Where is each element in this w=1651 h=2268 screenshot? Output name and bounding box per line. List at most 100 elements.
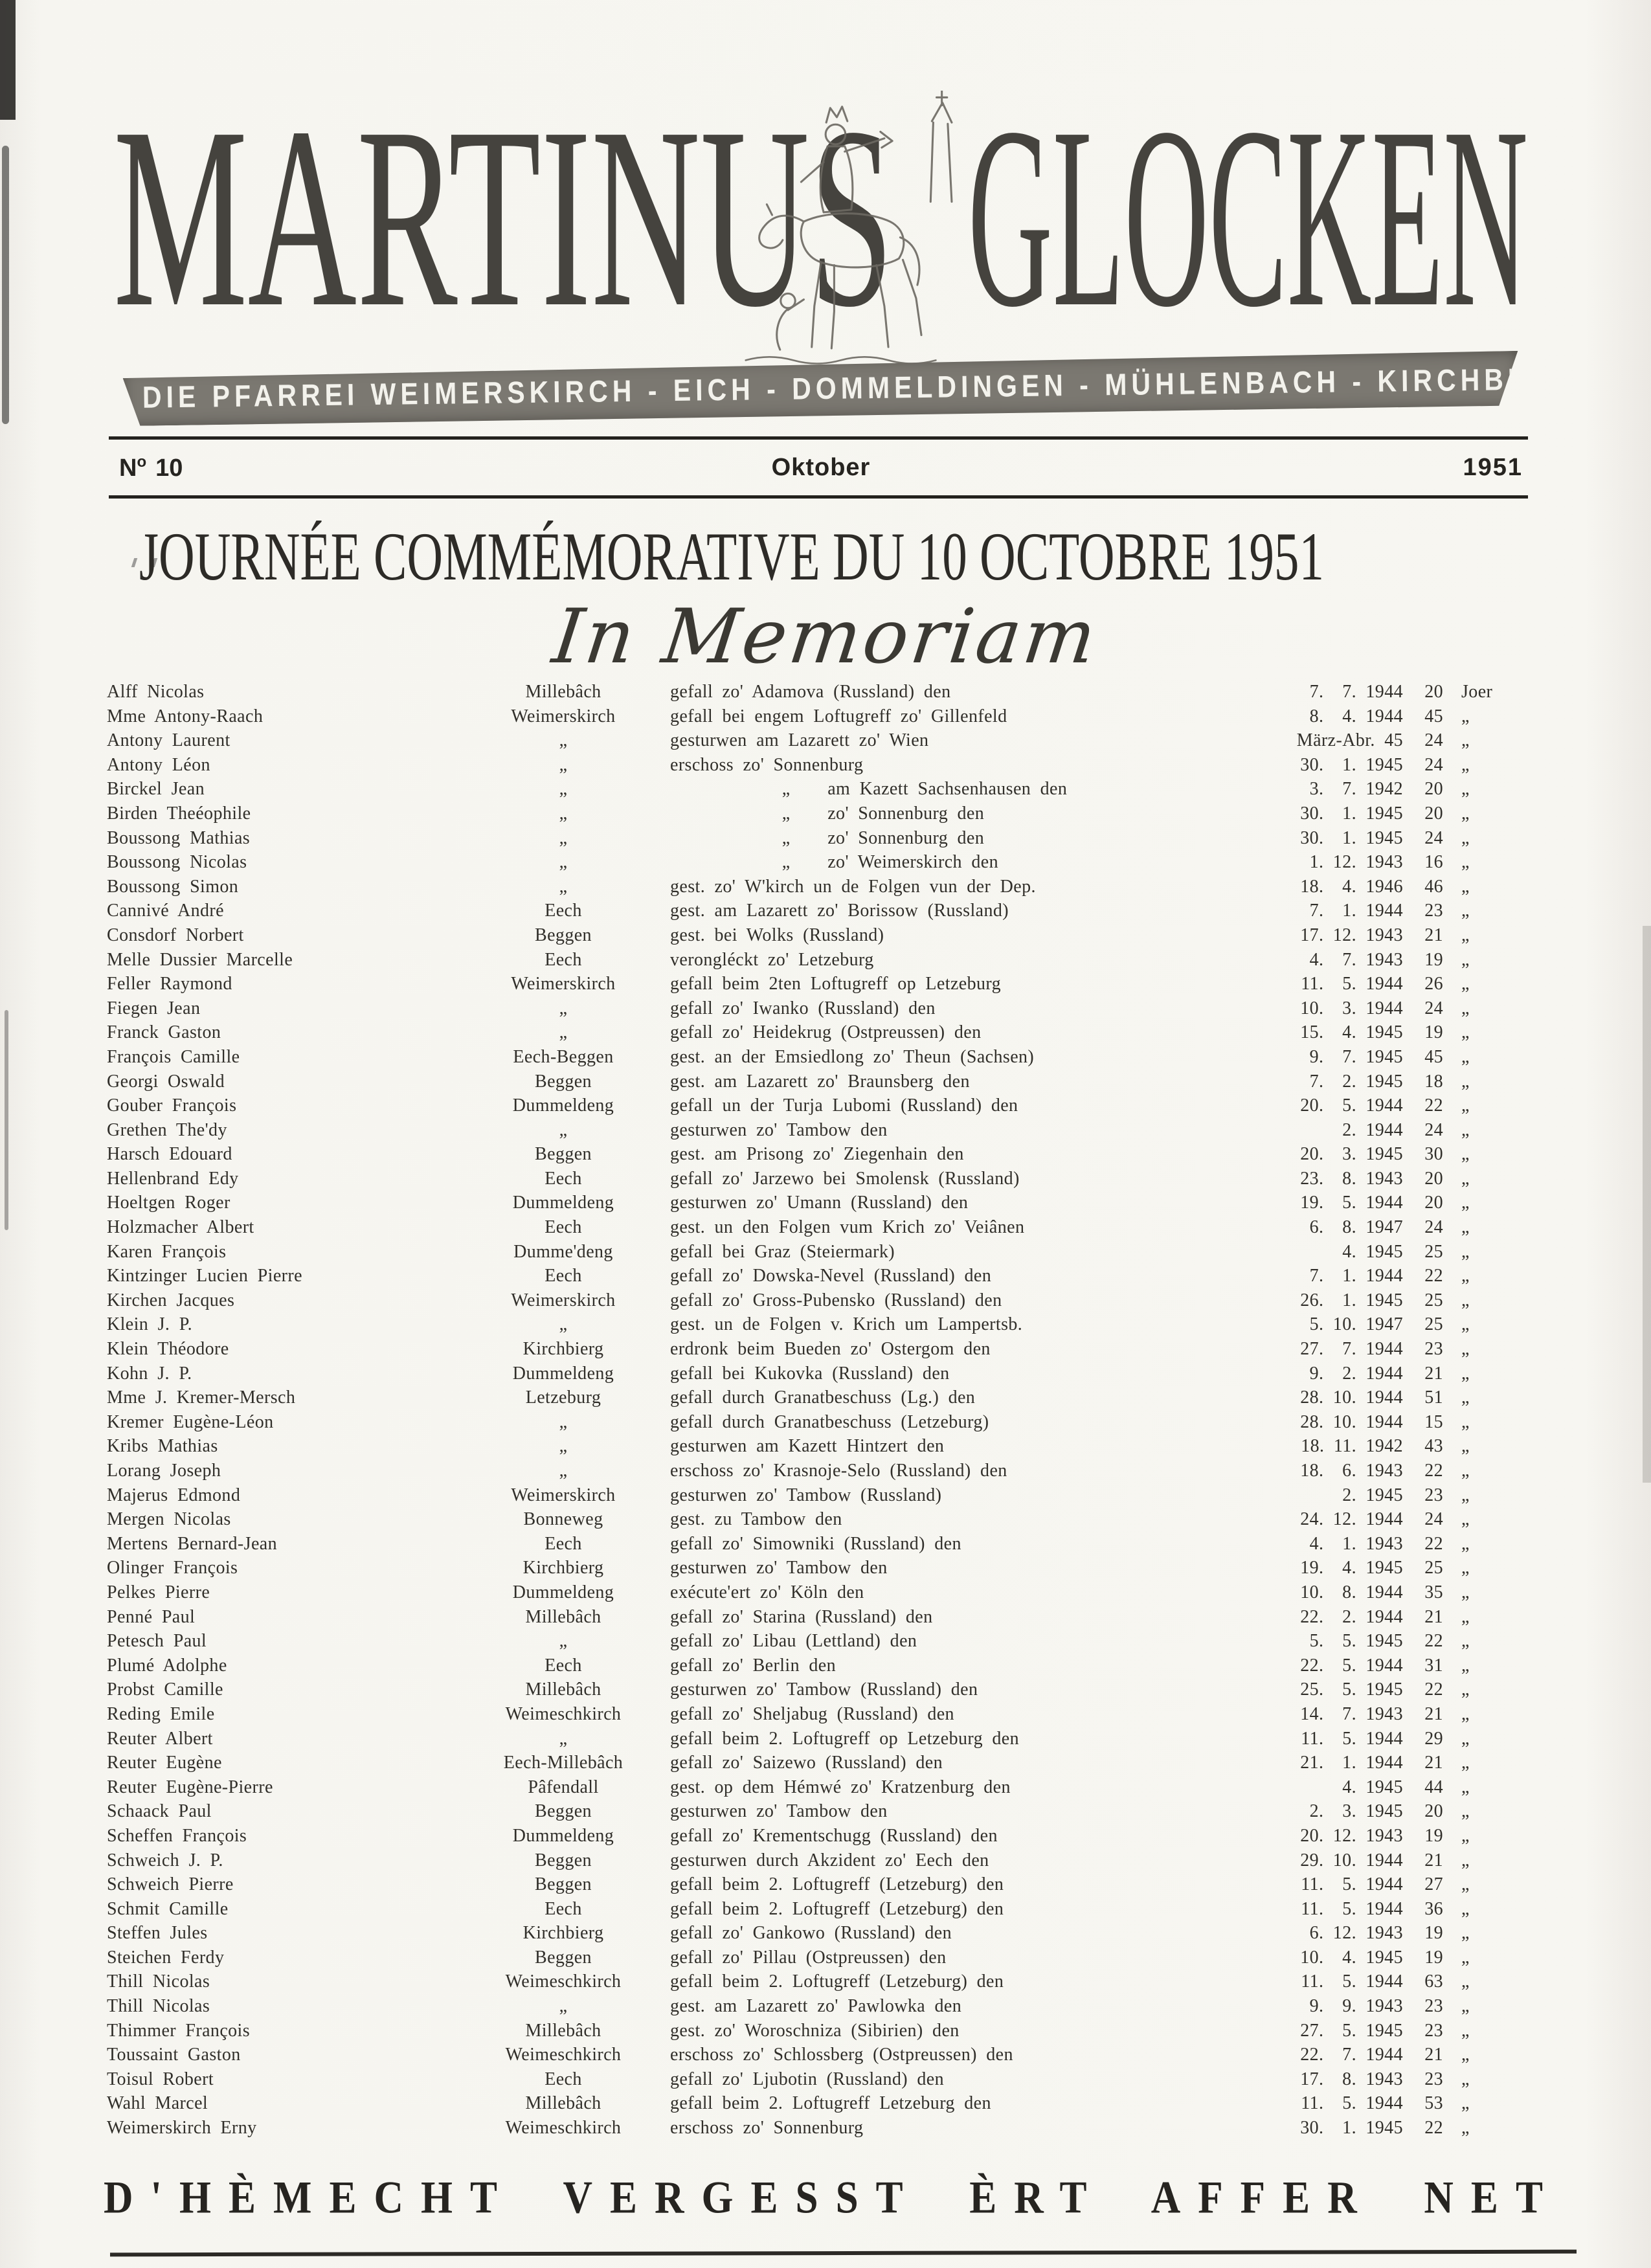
age-unit: „ bbox=[1461, 1923, 1470, 1944]
age-unit: Joer bbox=[1461, 682, 1493, 702]
age-unit: „ bbox=[1461, 1193, 1470, 1213]
age-unit: „ bbox=[1461, 2069, 1470, 2089]
age-unit: „ bbox=[1461, 2093, 1470, 2114]
death-age: 22 bbox=[1424, 1631, 1443, 1652]
age-unit: „ bbox=[1461, 2118, 1470, 2139]
death-date: 11. 5. 1944 bbox=[1301, 1971, 1403, 1992]
victim-fate: gefall zo' Iwanko (Russland) den bbox=[670, 998, 936, 1018]
memorial-row: Thill Nicolas „ gest. am Lazarett zo' Pa… bbox=[107, 1994, 1505, 2019]
victim-name: Kribs Mathias bbox=[107, 1436, 218, 1457]
victim-fate: gesturwen zo' Tambow den bbox=[670, 1801, 888, 1822]
memorial-row: Reuter Eugène Eech-Millebâch gefall zo' … bbox=[107, 1751, 1505, 1775]
victim-fate: erschoss zo' Sonnenburg bbox=[670, 2118, 864, 2139]
victim-name: Scheffen François bbox=[107, 1825, 247, 1846]
death-date: 24. 12. 1944 bbox=[1300, 1509, 1403, 1530]
victim-parish: Letzeburg bbox=[525, 1387, 601, 1408]
memorial-row: François Camille Eech-Beggen gest. an de… bbox=[107, 1045, 1505, 1070]
victim-name: Schmit Camille bbox=[107, 1898, 229, 1919]
victim-parish: Weimeschkirch bbox=[505, 2118, 622, 2139]
victim-fate: gefall zo' Gross-Pubensko (Russland) den bbox=[670, 1290, 1002, 1310]
memorial-row: Hoeltgen Roger Dummeldeng gesturwen zo' … bbox=[107, 1191, 1505, 1215]
age-unit: „ bbox=[1461, 1071, 1470, 1092]
age-unit: „ bbox=[1461, 1728, 1470, 1749]
memorial-row: Majerus Edmond Weimerskirch gesturwen zo… bbox=[107, 1483, 1505, 1508]
age-unit: „ bbox=[1461, 1850, 1470, 1870]
death-age: 16 bbox=[1424, 852, 1443, 873]
age-unit: „ bbox=[1461, 925, 1470, 945]
death-date: 21. 1. 1944 bbox=[1300, 1753, 1403, 1773]
victim-fate: gefall zo' Berlin den bbox=[670, 1655, 837, 1676]
victim-fate: gefall zo' Heidekrug (Ostpreussen) den bbox=[670, 1022, 982, 1043]
memorial-row: Holzmacher Albert Eech gest. un den Folg… bbox=[107, 1215, 1505, 1240]
death-age: 31 bbox=[1424, 1655, 1443, 1676]
death-date: 11. 5. 1944 bbox=[1301, 2093, 1403, 2114]
death-date: 4. 7. 1943 bbox=[1309, 949, 1403, 970]
victim-fate: gest. am Lazarett zo' Borissow (Russland… bbox=[670, 901, 1009, 921]
death-age: 30 bbox=[1424, 1144, 1443, 1165]
memorial-row: Plumé Adolphe Eech gefall zo' Berlin den… bbox=[107, 1654, 1505, 1678]
death-age: 24 bbox=[1424, 754, 1443, 775]
victim-name: Kohn J. P. bbox=[107, 1363, 192, 1384]
victim-name: Schweich Pierre bbox=[107, 1874, 234, 1895]
age-unit: „ bbox=[1461, 779, 1470, 800]
victim-fate: gefall zo' Krementschugg (Russland) den bbox=[670, 1825, 998, 1846]
victim-parish: Kirchbierg bbox=[522, 1923, 604, 1944]
death-age: 19 bbox=[1424, 1825, 1443, 1846]
victim-name: Kremer Eugène-Léon bbox=[107, 1411, 274, 1432]
death-age: 22 bbox=[1424, 1461, 1443, 1481]
age-unit: „ bbox=[1461, 1314, 1470, 1335]
death-age: 21 bbox=[1424, 925, 1443, 945]
victim-fate: gest. un de Folgen v. Krich um Lampertsb… bbox=[670, 1314, 1023, 1335]
death-date: 29. 10. 1944 bbox=[1300, 1850, 1403, 1870]
memorial-row: Probst Camille Millebâch gesturwen zo' T… bbox=[107, 1678, 1505, 1702]
victim-parish: Kirchbierg bbox=[522, 1339, 604, 1360]
victim-fate: exécute'ert zo' Köln den bbox=[670, 1582, 864, 1602]
victim-fate: gesturwen zo' Umann (Russland) den bbox=[670, 1193, 969, 1213]
masthead: MARTINUS GLOCKEN bbox=[113, 74, 1538, 431]
victim-fate: gefall beim 2ten Loftugreff op Letzeburg bbox=[670, 974, 1002, 994]
age-unit: „ bbox=[1461, 1898, 1470, 1919]
age-unit: „ bbox=[1461, 949, 1470, 970]
death-age: 23 bbox=[1424, 1339, 1443, 1360]
commemoration-title: JOURNÉE COMMÉMORATIVE DU 10 OCTOBRE 1951 bbox=[113, 513, 1538, 600]
death-date: 10. 8. 1944 bbox=[1300, 1582, 1403, 1602]
victim-name: Boussong Nicolas bbox=[107, 852, 247, 873]
memorial-row: Reuter Albert „ gefall beim 2. Loftugref… bbox=[107, 1727, 1505, 1751]
memorial-row: Boussong Nicolas „ „ zo' Weimerskirch de… bbox=[107, 850, 1505, 875]
victim-name: Pelkes Pierre bbox=[107, 1582, 210, 1602]
victim-fate: gefall un der Turja Lubomi (Russland) de… bbox=[670, 1095, 1018, 1116]
memorial-row: Schaack Paul Beggen gesturwen zo' Tambow… bbox=[107, 1799, 1505, 1824]
memorial-row: Weimerskirch Erny Weimeschkirch erschoss… bbox=[107, 2116, 1505, 2140]
victim-name: Wahl Marcel bbox=[107, 2093, 208, 2114]
victim-fate: gesturwen zo' Tambow (Russland) bbox=[670, 1485, 942, 1505]
memorial-row: Boussong Mathias „ „ zo' Sonnenburg den … bbox=[107, 826, 1505, 851]
commemoration-title-text: JOURNÉE COMMÉMORATIVE DU 10 OCTOBRE 1951 bbox=[139, 519, 1324, 594]
death-date: 27. 5. 1945 bbox=[1300, 2020, 1403, 2041]
death-date: 22. 7. 1944 bbox=[1300, 2045, 1403, 2065]
age-unit: „ bbox=[1461, 803, 1470, 824]
death-age: 44 bbox=[1424, 1777, 1443, 1797]
memorial-list: Alff Nicolas Millebâch gefall zo' Adamov… bbox=[107, 680, 1505, 2140]
victim-name: Holzmacher Albert bbox=[107, 1217, 254, 1238]
victim-name: Steichen Ferdy bbox=[107, 1947, 225, 1968]
death-age: 45 bbox=[1424, 706, 1443, 726]
victim-fate: gefall bei Kukovka (Russland) den bbox=[670, 1363, 950, 1384]
death-age: 23 bbox=[1424, 2069, 1443, 2089]
death-date: 11. 5. 1944 bbox=[1301, 1874, 1403, 1895]
death-date: 17. 12. 1943 bbox=[1300, 925, 1403, 945]
death-date: 2. 3. 1945 bbox=[1309, 1801, 1403, 1822]
death-date: 2. 1945 bbox=[1342, 1485, 1403, 1505]
age-unit: „ bbox=[1461, 1339, 1470, 1360]
victim-fate: gest. zo' W'kirch un de Folgen vun der D… bbox=[670, 876, 1036, 897]
age-unit: „ bbox=[1461, 1168, 1470, 1189]
victim-parish: Eech bbox=[545, 1266, 582, 1286]
death-date: 5. 10. 1947 bbox=[1309, 1314, 1403, 1335]
victim-fate: gefall zo' Dowska-Nevel (Russland) den bbox=[670, 1266, 992, 1286]
victim-name: Antony Laurent bbox=[107, 730, 230, 751]
death-date: 18. 6. 1943 bbox=[1300, 1461, 1403, 1481]
victim-parish: Dumme'deng bbox=[513, 1241, 613, 1262]
victim-parish: Pâfendall bbox=[528, 1777, 599, 1797]
victim-parish: Weimerskirch bbox=[511, 1485, 616, 1505]
memorial-row: Mme J. Kremer-Mersch Letzeburg gefall du… bbox=[107, 1386, 1505, 1410]
death-date: 7. 1. 1944 bbox=[1309, 901, 1403, 921]
